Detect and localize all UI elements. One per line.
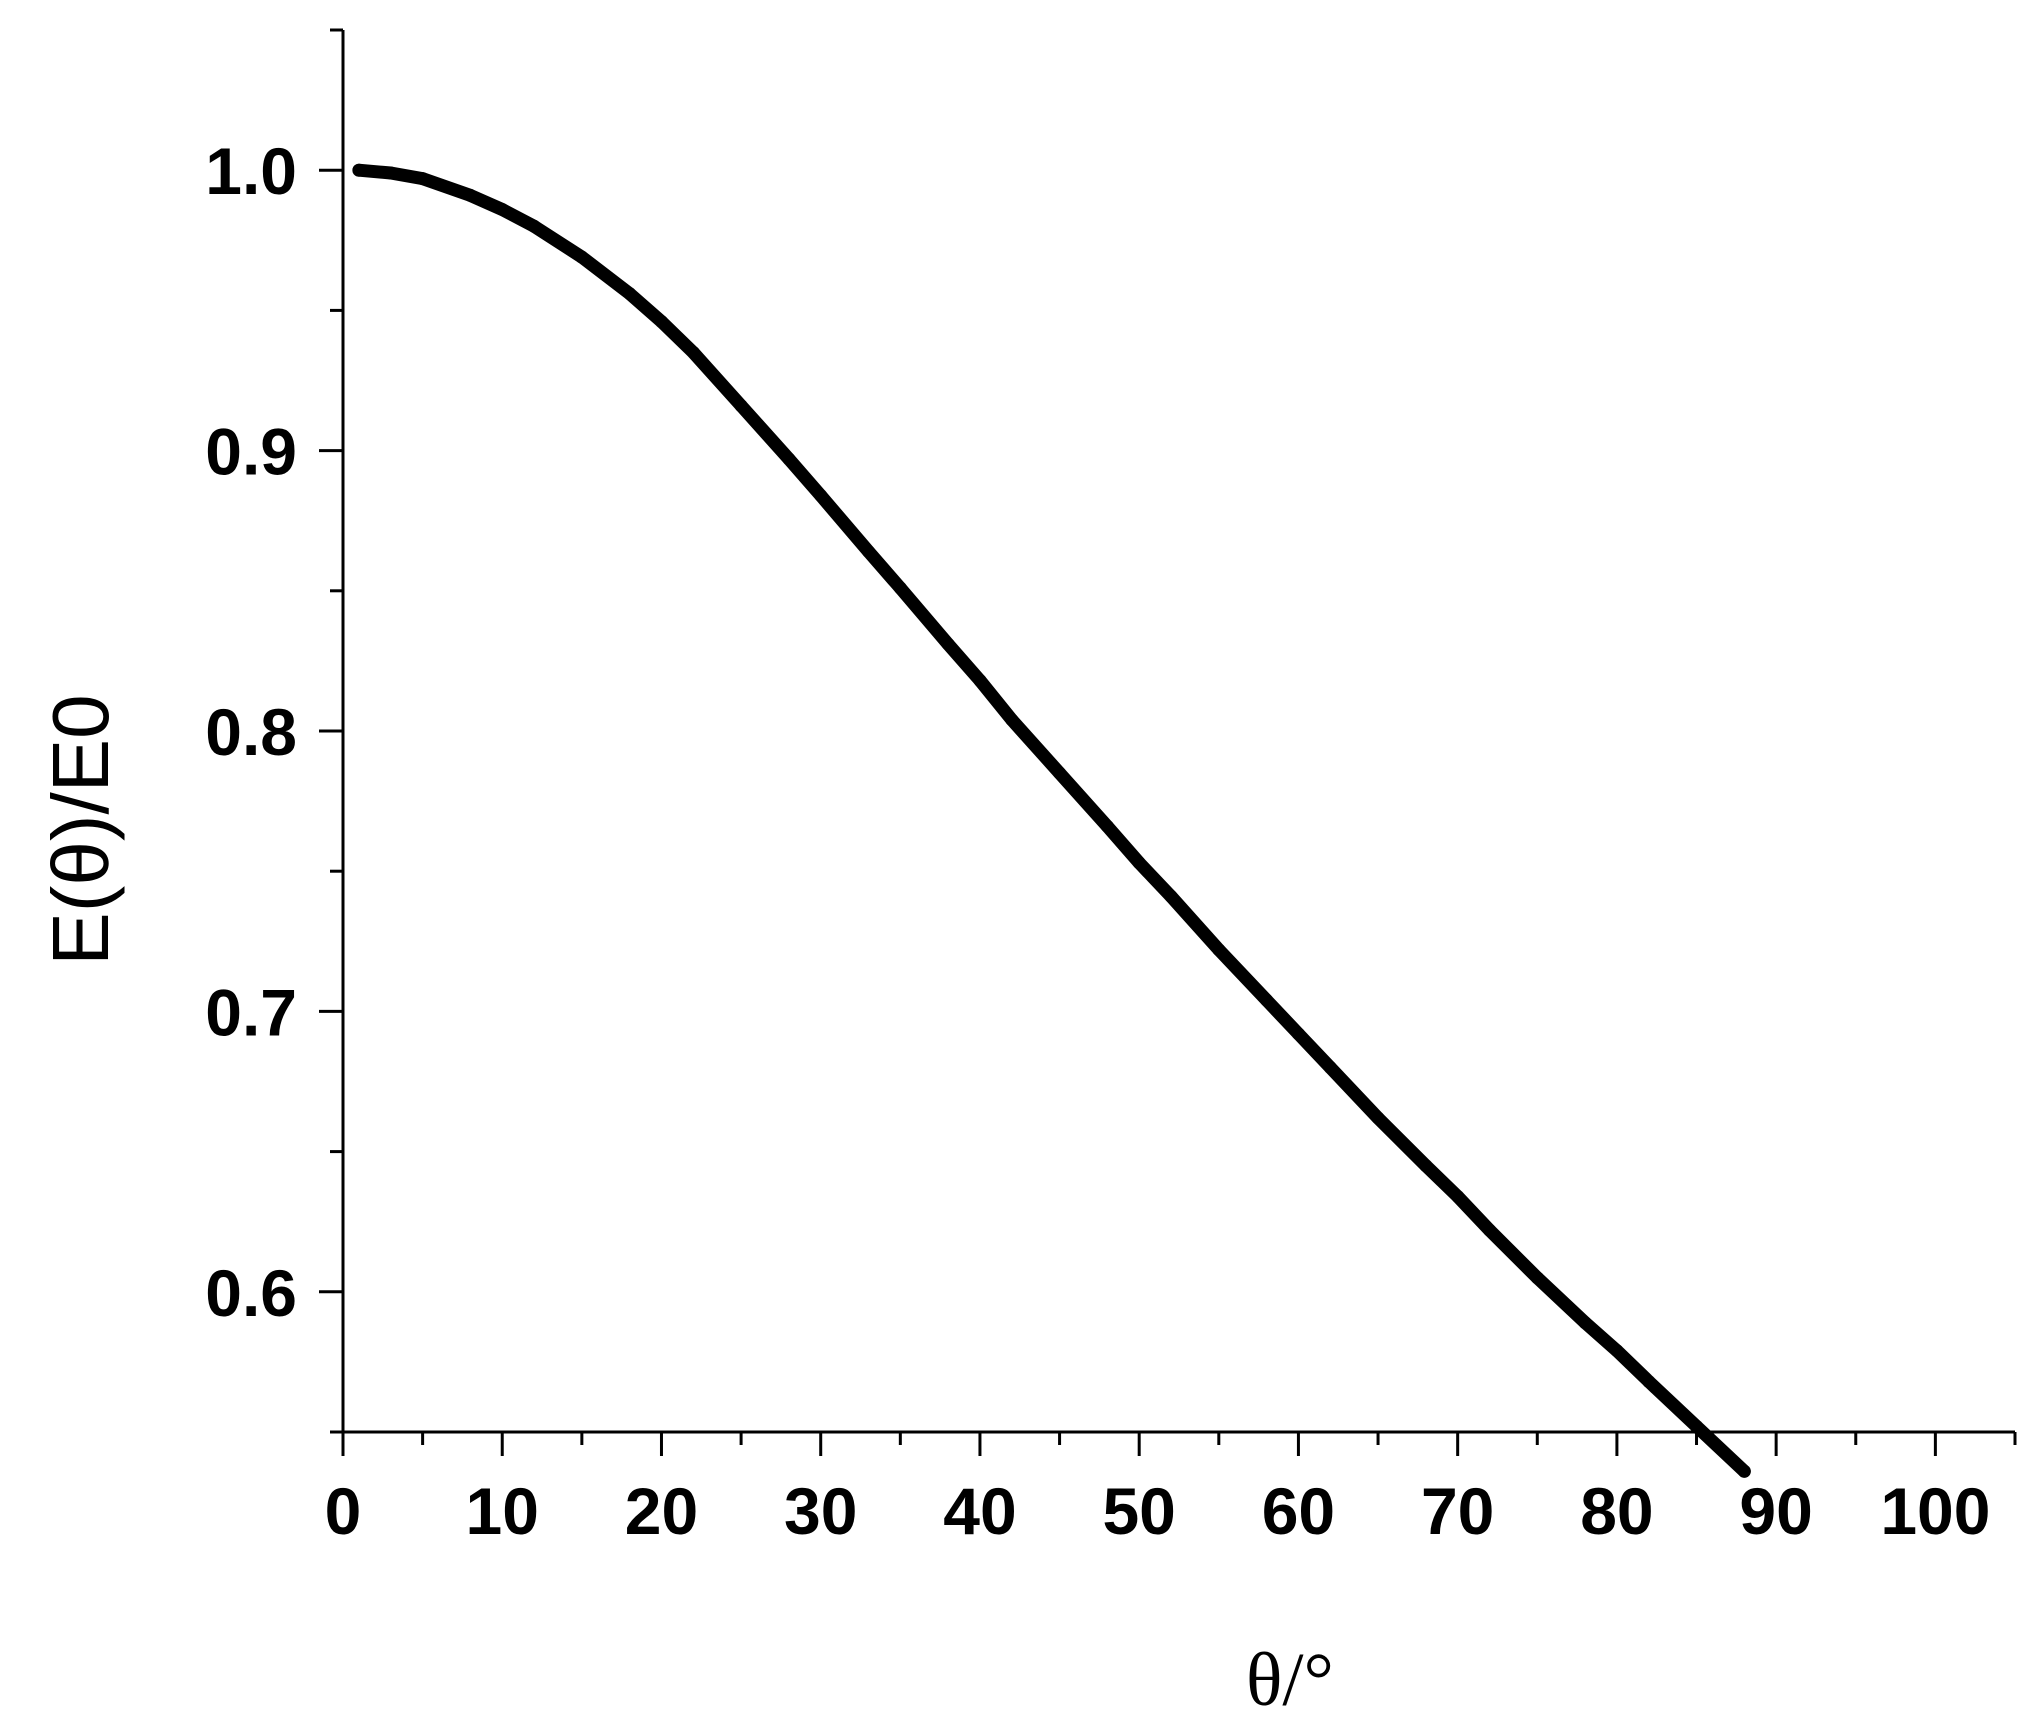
data-point	[654, 315, 668, 329]
data-point	[1053, 766, 1067, 780]
data-point	[893, 581, 907, 595]
x-tick-label: 80	[1580, 1474, 1653, 1548]
data-point	[495, 202, 509, 216]
data-point	[416, 172, 430, 186]
x-tick-label: 50	[1102, 1474, 1175, 1548]
x-tick-label: 10	[466, 1474, 539, 1548]
y-ticks: 0.6 0.7 0.8 0.9 1.0	[205, 28, 343, 1434]
x-tick-label: 70	[1421, 1474, 1494, 1548]
y-tick-label: 0.7	[205, 975, 297, 1049]
data-point	[1291, 1027, 1305, 1041]
data-point	[1690, 1419, 1704, 1433]
x-tick-label: 0	[325, 1474, 362, 1548]
series-line	[352, 163, 1751, 1478]
x-axis-title: θ/°	[1246, 1638, 1334, 1722]
y-tick-label: 0.6	[205, 1256, 297, 1330]
x-tick-label: 60	[1262, 1474, 1335, 1548]
data-point	[1100, 819, 1114, 833]
data-point	[1164, 889, 1178, 903]
data-point	[463, 188, 477, 202]
data-point	[1483, 1223, 1497, 1237]
data-point	[1610, 1344, 1624, 1358]
data-point	[352, 163, 366, 177]
x-tick-label: 20	[625, 1474, 698, 1548]
data-point	[782, 452, 796, 466]
data-point	[1642, 1375, 1656, 1389]
data-point	[1578, 1316, 1592, 1330]
data-point	[384, 166, 398, 180]
data-point	[575, 250, 589, 264]
y-tick-label: 1.0	[205, 134, 297, 208]
data-point	[1371, 1111, 1385, 1125]
data-point	[1451, 1189, 1465, 1203]
data-point	[1260, 993, 1274, 1007]
data-point	[1530, 1271, 1544, 1285]
data-point	[1419, 1159, 1433, 1173]
data-point	[973, 674, 987, 688]
data-point	[1323, 1060, 1337, 1074]
data-point	[1212, 943, 1226, 957]
data-point	[1005, 713, 1019, 727]
x-tick-label: 100	[1880, 1474, 1990, 1548]
series-layer	[352, 163, 1751, 1478]
data-point	[734, 399, 748, 413]
data-point	[686, 345, 700, 359]
y-tick-label: 0.9	[205, 415, 297, 489]
data-point	[814, 488, 828, 502]
y-tick-label: 0.8	[205, 695, 297, 769]
data-point	[861, 545, 875, 559]
data-point	[623, 287, 637, 301]
data-point	[941, 637, 955, 651]
data-point	[1132, 856, 1146, 870]
axes	[341, 30, 2015, 1434]
x-tick-label: 40	[943, 1474, 1016, 1548]
x-tick-label: 90	[1739, 1474, 1812, 1548]
y-axis-title: E(θ)/E0	[36, 694, 125, 965]
x-ticks: 0 10 20 30 40 50 60 70 80 90 100	[325, 1432, 2017, 1548]
x-tick-label: 30	[784, 1474, 857, 1548]
data-point	[1737, 1464, 1751, 1478]
data-point	[527, 219, 541, 233]
